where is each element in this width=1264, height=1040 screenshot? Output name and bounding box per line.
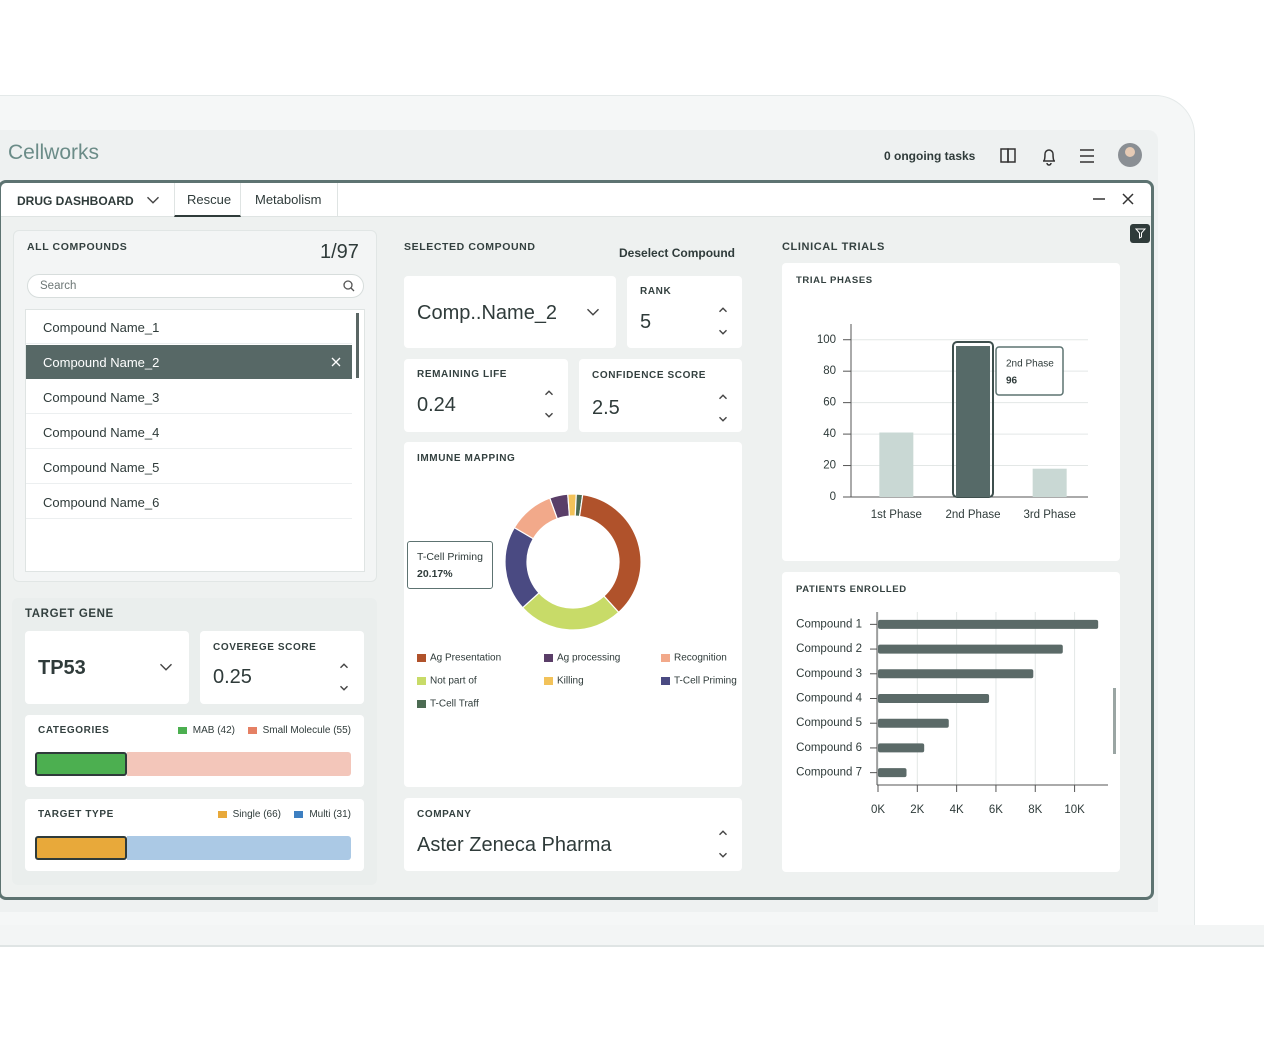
- list-row[interactable]: [26, 345, 352, 379]
- confidence-card: [579, 359, 742, 432]
- trial-phases-title: TRIAL PHASES: [796, 275, 873, 286]
- menu-icon[interactable]: [1080, 149, 1094, 163]
- bell-icon[interactable]: [1043, 149, 1055, 166]
- gene-value: TP53: [38, 657, 86, 679]
- coverage-value: 0.25: [213, 666, 252, 688]
- coverage-label: COVEREGE SCORE: [213, 642, 317, 653]
- columns-icon[interactable]: [1000, 148, 1009, 163]
- donut-tooltip-value: 20.17%: [417, 568, 453, 580]
- company-label: COMPANY: [417, 809, 472, 820]
- tab-divider: [337, 183, 338, 217]
- list-row[interactable]: [26, 310, 352, 344]
- compound-select-value: Comp..Name_2: [417, 302, 558, 324]
- list-row[interactable]: [26, 485, 352, 519]
- remaining-life-value: 0.24: [417, 394, 456, 416]
- filter-button[interactable]: [1130, 224, 1150, 243]
- legend-swatch: [248, 727, 257, 734]
- rank-value: 5: [640, 311, 652, 333]
- legend-label: MAB (42): [192, 725, 235, 736]
- rank-label: RANK: [640, 286, 672, 297]
- list-item: Compound Name_5: [43, 460, 160, 475]
- list-row[interactable]: [26, 415, 352, 449]
- patients-title: PATIENTS ENROLLED: [796, 584, 907, 595]
- target-type-title: TARGET TYPE: [38, 809, 114, 820]
- patients-scrollbar[interactable]: [1113, 688, 1116, 754]
- tab-drug-dashboard[interactable]: DRUG DASHBOARD: [17, 194, 134, 208]
- all-compounds-title: ALL COMPOUNDS: [27, 241, 128, 253]
- immune-mapping-title: IMMUNE MAPPING: [417, 453, 516, 464]
- compound-select[interactable]: [404, 276, 616, 348]
- list-item: Compound Name_3: [43, 390, 160, 405]
- list-item: Compound Name_2: [43, 355, 160, 370]
- remaining-life-card: [404, 359, 568, 432]
- list-item: Compound Name_1: [43, 320, 160, 335]
- deselect-button[interactable]: Deselect Compound: [619, 246, 736, 260]
- tab-bar: [1, 183, 1151, 217]
- list-item: Compound Name_6: [43, 495, 160, 510]
- list-scrollbar[interactable]: [356, 313, 359, 378]
- tab-metabolism[interactable]: Metabolism: [255, 192, 322, 207]
- legend-label: Small Molecule (55): [262, 725, 351, 736]
- clinical-trials-title: CLINICAL TRIALS: [782, 241, 885, 253]
- categories-title: CATEGORIES: [38, 725, 110, 736]
- remaining-life-label: REMAINING LIFE: [417, 369, 508, 380]
- columns-icon-2[interactable]: [1007, 148, 1016, 163]
- selected-compound-title: SELECTED COMPOUND: [404, 241, 536, 253]
- search-placeholder: Search: [40, 280, 77, 292]
- legend-swatch: [178, 727, 187, 734]
- compound-count: 1/97: [320, 241, 359, 263]
- legend-swatch: [218, 811, 227, 818]
- tab-rescue[interactable]: Rescue: [187, 192, 232, 207]
- ongoing-tasks[interactable]: 0 ongoing tasks: [884, 149, 976, 163]
- legend-swatch: [294, 811, 303, 818]
- coverage-card: [200, 631, 364, 704]
- bar-segment: [127, 752, 351, 776]
- immune-mapping-card: [404, 442, 742, 787]
- bar-segment: [35, 836, 127, 860]
- legend-label: Single (66): [232, 809, 281, 820]
- avatar-face: [1125, 147, 1135, 157]
- patients-card: [782, 572, 1120, 872]
- target-gene-title: TARGET GENE: [25, 608, 114, 620]
- donut-tooltip: [407, 541, 493, 589]
- company-value: Aster Zeneca Pharma: [417, 834, 612, 856]
- list-row[interactable]: [26, 380, 352, 414]
- logo: Cellworks: [8, 141, 100, 164]
- search-box[interactable]: [27, 274, 364, 298]
- tab-rescue-bg: [174, 183, 241, 217]
- legend-label: Multi (31): [309, 809, 351, 820]
- confidence-label: CONFIDENCE SCORE: [592, 370, 707, 381]
- device-base: [0, 925, 1264, 947]
- confidence-value: 2.5: [592, 397, 620, 419]
- header-icons: [1000, 143, 1142, 167]
- trial-phases-card: [782, 263, 1120, 561]
- list-row[interactable]: [26, 450, 352, 484]
- bar-segment: [35, 752, 127, 776]
- list-item: Compound Name_4: [43, 425, 160, 440]
- donut-tooltip-name: T-Cell Priming: [417, 551, 483, 563]
- bar-segment: [127, 836, 351, 860]
- company-card[interactable]: [404, 798, 742, 871]
